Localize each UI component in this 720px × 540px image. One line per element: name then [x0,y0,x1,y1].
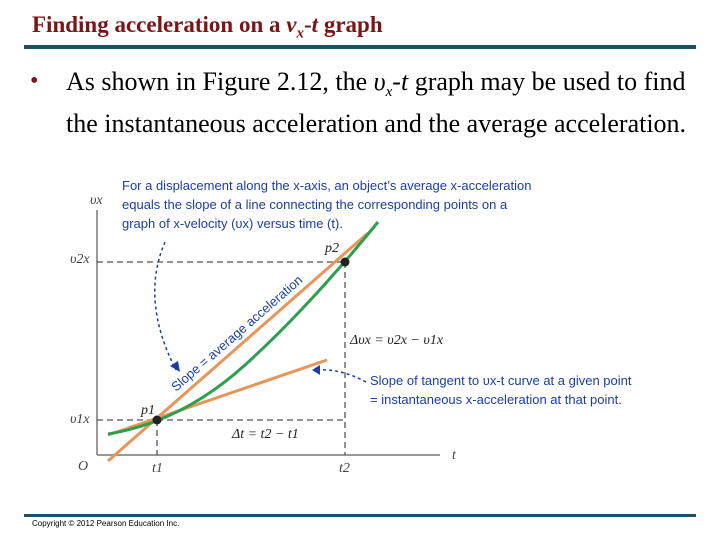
note-top-line-2: equals the slope of a line connecting th… [122,197,508,212]
footer-divider [24,514,696,517]
point-p2 [340,257,350,267]
note-right-line-2: = instantaneous x-acceleration at that p… [370,392,622,407]
t-axis-label: t [452,448,457,463]
slope-arrow-head [170,361,180,372]
note-right-line-1: Slope of tangent to υx-t curve at a give… [370,373,632,388]
slope-arrow [154,241,177,371]
tangent-arrow [314,369,367,383]
origin-label: O [78,459,88,474]
dashed-guides [97,261,346,455]
tangent-arrow-head [312,365,320,375]
point-p1 [152,415,162,425]
bullet-marker: • [30,68,39,94]
v2x-label: υ2x [70,252,90,267]
v1x-label: υ1x [70,412,90,427]
note-top-line-3: graph of x-velocity (υx) versus time (t)… [122,216,343,231]
t2-label: t2 [339,461,350,476]
slide-title: Finding acceleration on a vx-t graph [32,12,383,42]
p1-label: p1 [140,403,155,418]
note-top-line-1: For a displacement along the x-axis, an … [122,178,531,193]
copyright-text: Copyright © 2012 Pearson Education Inc. [32,519,180,528]
tangent-line [107,358,328,437]
delta-t-label: Δt = t2 − t1 [231,427,299,442]
delta-v-label: Δυx = υ2x − υ1x [349,333,444,348]
t1-label: t1 [152,461,163,476]
title-divider [24,45,696,49]
p2-label: p2 [324,241,339,256]
bullet-text: As shown in Figure 2.12, the υx-t graph … [66,67,687,139]
v-axis-label: υx [90,193,103,208]
